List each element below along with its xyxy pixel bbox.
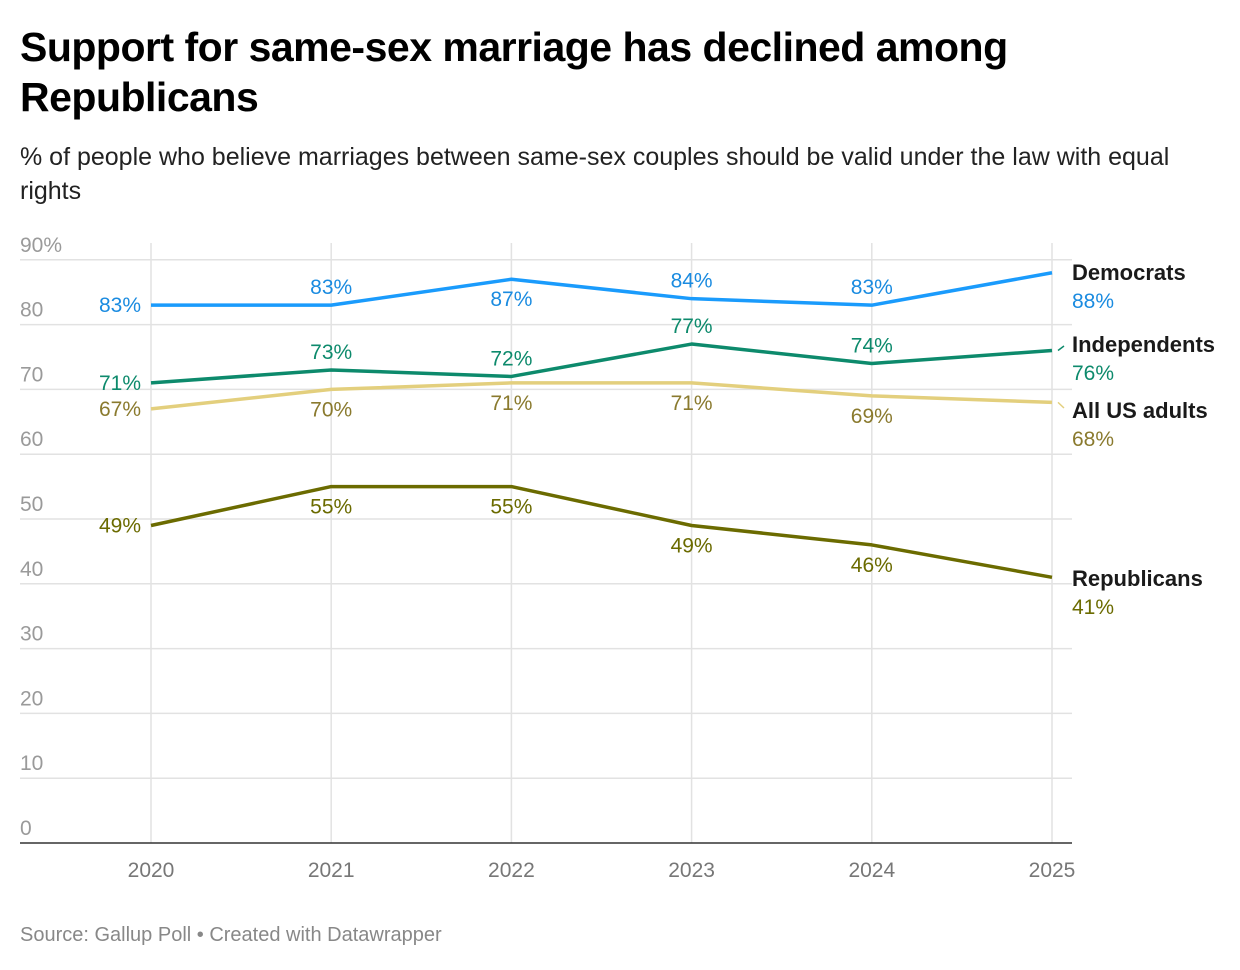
x-tick-label: 2025 — [1029, 859, 1076, 882]
data-label: 55% — [310, 496, 352, 519]
chart-subtitle: % of people who believe marriages betwee… — [20, 143, 1170, 205]
y-tick-label: 80 — [20, 299, 43, 322]
data-label: 74% — [851, 334, 893, 357]
label-connector — [1057, 401, 1065, 409]
data-label: 83% — [851, 276, 893, 299]
data-label: 49% — [99, 514, 141, 537]
data-label: 71% — [671, 392, 713, 415]
y-tick-label: 10 — [20, 752, 43, 775]
series-end-value: 76% — [1072, 362, 1114, 385]
series-line-all-us-adults — [150, 381, 1053, 411]
series-name-label: Independents — [1072, 332, 1215, 357]
data-label: 49% — [671, 534, 713, 557]
data-label: 71% — [99, 372, 141, 395]
data-label: 73% — [310, 341, 352, 364]
series-name-label: Republicans — [1072, 566, 1203, 591]
x-tick-label: 2023 — [668, 859, 715, 882]
y-tick-label: 0 — [20, 817, 32, 840]
y-tick-label: 60 — [20, 428, 43, 451]
data-label: 87% — [490, 288, 532, 311]
data-label: 84% — [671, 270, 713, 293]
label-connector — [1057, 345, 1065, 352]
data-label: 69% — [851, 405, 893, 428]
series-name-label: All US adults — [1072, 398, 1208, 423]
y-tick-label: 40 — [20, 558, 43, 581]
data-label: 83% — [310, 276, 352, 299]
y-tick-label: 20 — [20, 687, 43, 710]
x-tick-label: 2022 — [488, 859, 535, 882]
data-label: 55% — [490, 496, 532, 519]
data-label: 46% — [851, 554, 893, 577]
series-end-value: 41% — [1072, 596, 1114, 619]
data-label: 72% — [490, 347, 532, 370]
data-label: 77% — [671, 315, 713, 338]
series-line-democrats — [151, 271, 1053, 307]
data-label: 83% — [99, 294, 141, 317]
data-label: 67% — [99, 398, 141, 421]
source-note: Source: Gallup Poll • Created with Dataw… — [20, 924, 442, 946]
data-label: 70% — [310, 398, 352, 421]
x-tick-label: 2020 — [128, 859, 175, 882]
series-end-value: 88% — [1072, 290, 1114, 313]
y-tick-label: 50 — [20, 493, 43, 516]
data-label: 71% — [490, 392, 532, 415]
chart-title: Support for same-sex marriage has declin… — [20, 24, 1008, 120]
series-name-label: Democrats — [1072, 260, 1186, 285]
y-tick-label: 70 — [20, 363, 43, 386]
x-tick-label: 2024 — [848, 859, 895, 882]
series-end-value: 68% — [1072, 428, 1114, 451]
x-tick-label: 2021 — [308, 859, 355, 882]
series-line-republicans — [150, 484, 1053, 580]
y-tick-label: 30 — [20, 623, 43, 646]
y-tick-label: 90% — [20, 234, 62, 257]
series-line-independents — [150, 342, 1053, 385]
